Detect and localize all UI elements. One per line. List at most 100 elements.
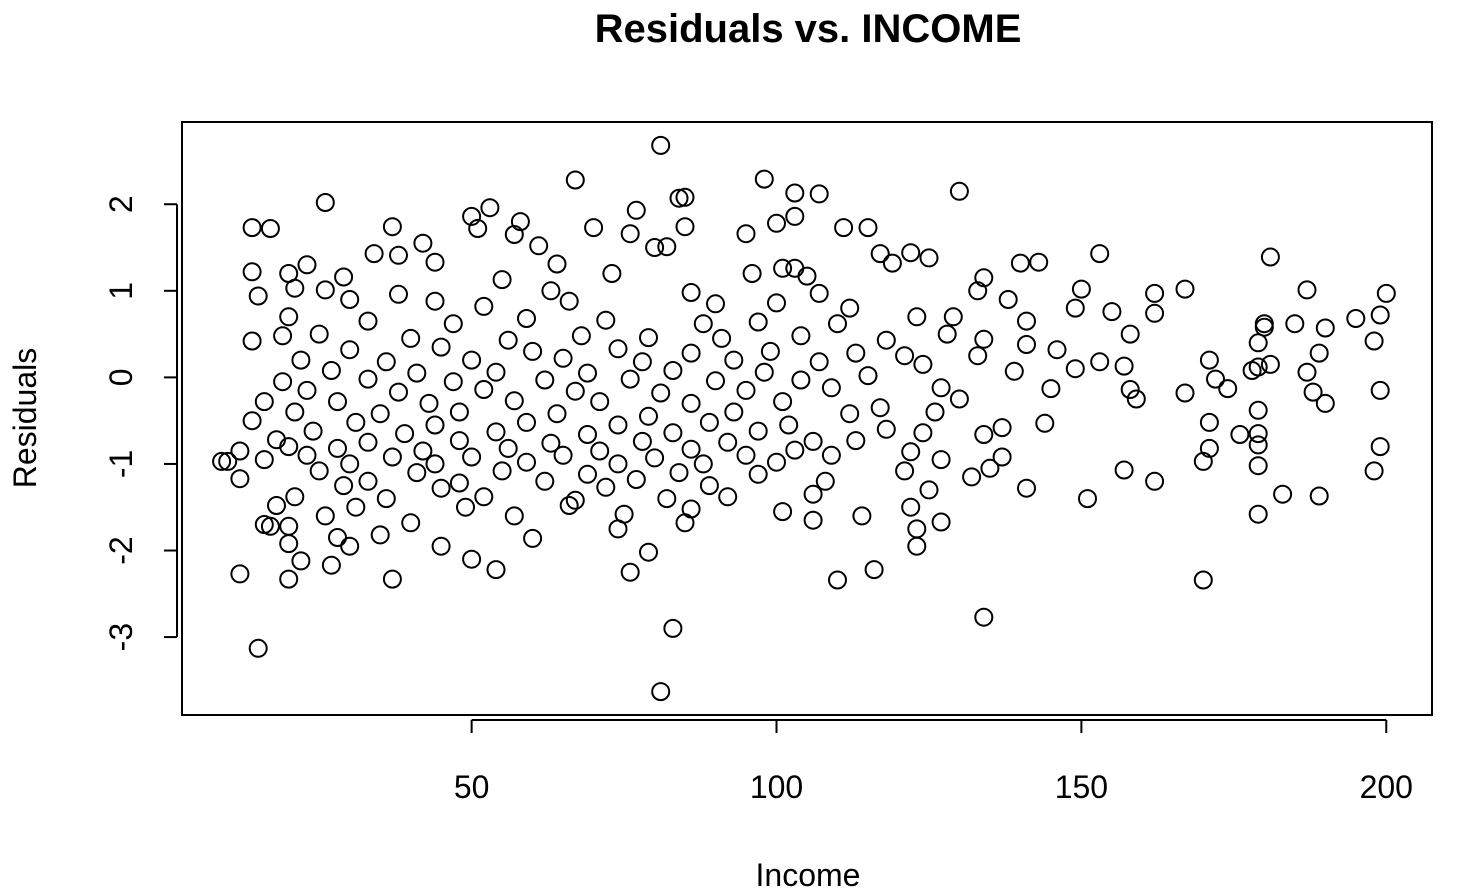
scatter-point bbox=[809, 352, 829, 372]
y-axis-label: Residuals bbox=[7, 348, 43, 489]
scatter-point bbox=[639, 328, 658, 348]
scatter-point bbox=[602, 264, 622, 283]
scatter-point bbox=[815, 471, 835, 491]
scatter-point bbox=[462, 447, 482, 467]
scatter-point bbox=[773, 258, 793, 278]
scatter-point bbox=[901, 497, 921, 517]
scatter-point bbox=[462, 206, 482, 226]
x-tick-label: 150 bbox=[1055, 769, 1108, 805]
scatter-point bbox=[724, 350, 744, 370]
scatter-point bbox=[821, 378, 841, 398]
scatter-point bbox=[285, 487, 305, 507]
scatter-point bbox=[736, 445, 756, 465]
chart-title: Residuals vs. INCOME bbox=[595, 7, 1022, 51]
y-axis: -3 -2 -1 0 1 2 bbox=[103, 195, 178, 651]
scatter-point bbox=[443, 314, 463, 334]
scatter-point bbox=[1017, 311, 1036, 331]
scatter-point bbox=[260, 516, 280, 536]
scatter-point bbox=[1285, 314, 1305, 334]
x-axis: 50 100 150 200 bbox=[454, 719, 1413, 805]
scatter-point bbox=[639, 406, 658, 426]
scatter-point bbox=[401, 328, 421, 348]
scatter-point bbox=[523, 341, 543, 361]
y-tick-label: 1 bbox=[103, 282, 139, 300]
scatter-point bbox=[785, 440, 805, 460]
scatter-point bbox=[340, 454, 360, 474]
scatter-point bbox=[785, 183, 805, 203]
scatter-point bbox=[1090, 244, 1110, 264]
scatter-point bbox=[1199, 412, 1219, 432]
scatter-point bbox=[596, 477, 616, 497]
scatter-point bbox=[681, 343, 701, 363]
scatter-point bbox=[608, 339, 628, 359]
scatter-point bbox=[663, 361, 683, 380]
scatter-point bbox=[395, 424, 415, 444]
scatter-point bbox=[675, 513, 695, 533]
scatter-point bbox=[242, 218, 262, 238]
scatter-point bbox=[718, 487, 738, 507]
scatter-point bbox=[748, 312, 768, 332]
scatter-point bbox=[852, 506, 872, 526]
scatter-point bbox=[803, 510, 823, 530]
scatter-point bbox=[565, 381, 585, 401]
scatter-point bbox=[773, 502, 793, 522]
scatter-point bbox=[626, 470, 646, 489]
scatter-point bbox=[590, 441, 610, 461]
scatter-point bbox=[1120, 380, 1140, 399]
scatter-point bbox=[736, 380, 756, 400]
scatter-point bbox=[474, 380, 494, 399]
scatter-point bbox=[797, 266, 817, 286]
scatter-point bbox=[1065, 359, 1085, 379]
scatter-point bbox=[596, 310, 616, 330]
scatter-point bbox=[425, 291, 445, 311]
scatter-point bbox=[876, 330, 896, 350]
scatter-point bbox=[1047, 340, 1067, 360]
scatter-point bbox=[767, 293, 786, 313]
scatter-point bbox=[968, 281, 988, 301]
scatter-point bbox=[279, 534, 299, 554]
scatter-point bbox=[754, 169, 774, 189]
scatter-point bbox=[389, 382, 408, 402]
scatter-point bbox=[1309, 343, 1329, 363]
scatter-point bbox=[895, 346, 915, 366]
scatter-point bbox=[675, 187, 695, 207]
scatter-point bbox=[474, 487, 494, 507]
scatter-point bbox=[663, 618, 683, 638]
scatter-point bbox=[462, 549, 482, 569]
scatter-point bbox=[425, 415, 445, 435]
scatter-point bbox=[492, 461, 512, 481]
scatter-point bbox=[230, 564, 250, 584]
scatter-point bbox=[321, 361, 341, 380]
scatter-point bbox=[1248, 504, 1268, 524]
scatter-point bbox=[565, 490, 585, 510]
scatter-point bbox=[486, 362, 506, 382]
scatter-point bbox=[358, 369, 378, 389]
scatter-point bbox=[297, 255, 317, 275]
scatter-point bbox=[1102, 302, 1122, 322]
scatter-point bbox=[846, 343, 866, 363]
scatter-point bbox=[864, 560, 884, 580]
scatter-point bbox=[328, 438, 347, 458]
scatter-point bbox=[443, 372, 463, 392]
scatter-point bbox=[803, 431, 823, 451]
scatter-point bbox=[480, 198, 500, 218]
scatter-point bbox=[760, 341, 780, 361]
scatter-point bbox=[1230, 425, 1250, 444]
scatter-point bbox=[303, 421, 323, 441]
scatter-point bbox=[907, 536, 927, 556]
y-tick-label: -3 bbox=[103, 623, 139, 651]
scatter-point bbox=[309, 461, 329, 481]
scatter-point bbox=[340, 290, 360, 309]
scatter-point bbox=[754, 362, 774, 382]
scatter-point bbox=[870, 398, 890, 418]
scatter-point bbox=[504, 506, 524, 526]
scatter-point bbox=[328, 528, 347, 547]
scatter-point bbox=[401, 513, 421, 533]
scatter-point bbox=[1297, 362, 1317, 382]
scatter-point bbox=[1315, 393, 1335, 413]
scatter-point bbox=[785, 206, 805, 226]
x-tick-label: 200 bbox=[1360, 769, 1413, 805]
scatter-point bbox=[645, 448, 665, 468]
scatter-point bbox=[992, 447, 1012, 467]
scatter-point bbox=[919, 248, 939, 268]
